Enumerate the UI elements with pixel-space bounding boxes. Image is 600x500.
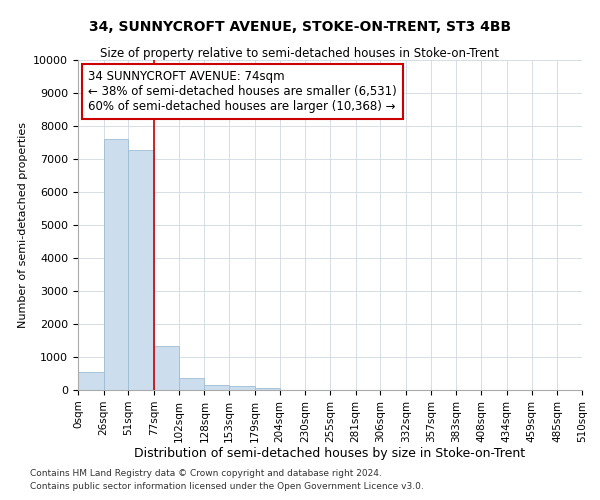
Text: Size of property relative to semi-detached houses in Stoke-on-Trent: Size of property relative to semi-detach…: [101, 48, 499, 60]
Text: 34, SUNNYCROFT AVENUE, STOKE-ON-TRENT, ST3 4BB: 34, SUNNYCROFT AVENUE, STOKE-ON-TRENT, S…: [89, 20, 511, 34]
Bar: [205, 384, 229, 390]
Y-axis label: Number of semi-detached properties: Number of semi-detached properties: [18, 122, 28, 328]
Bar: [104, 139, 128, 390]
Bar: [255, 388, 280, 390]
Bar: [78, 372, 104, 390]
X-axis label: Distribution of semi-detached houses by size in Stoke-on-Trent: Distribution of semi-detached houses by …: [134, 448, 526, 460]
Text: Contains HM Land Registry data © Crown copyright and database right 2024.: Contains HM Land Registry data © Crown c…: [30, 468, 382, 477]
Text: Contains public sector information licensed under the Open Government Licence v3: Contains public sector information licen…: [30, 482, 424, 491]
Bar: [128, 150, 154, 390]
Bar: [179, 378, 205, 390]
Text: 34 SUNNYCROFT AVENUE: 74sqm
← 38% of semi-detached houses are smaller (6,531)
60: 34 SUNNYCROFT AVENUE: 74sqm ← 38% of sem…: [88, 70, 397, 113]
Bar: [154, 346, 179, 390]
Bar: [229, 386, 255, 390]
